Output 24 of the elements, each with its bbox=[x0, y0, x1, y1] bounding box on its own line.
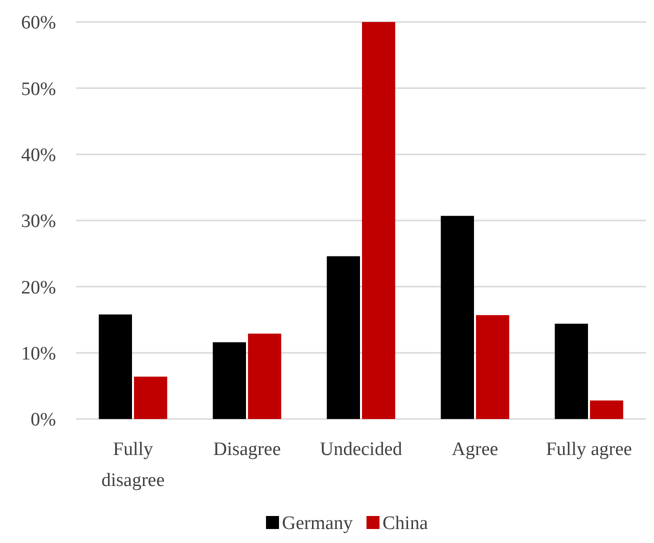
y-tick-label: 40% bbox=[21, 144, 56, 166]
x-tick-label: Disagree bbox=[213, 439, 281, 460]
bar bbox=[590, 400, 624, 419]
bar bbox=[248, 334, 282, 419]
bar bbox=[212, 342, 246, 419]
bar bbox=[476, 315, 510, 419]
y-tick-label: 60% bbox=[21, 12, 56, 34]
bar bbox=[98, 314, 132, 419]
x-tick-label: Fully agree bbox=[546, 439, 632, 460]
bar bbox=[362, 22, 396, 419]
y-tick-label: 30% bbox=[21, 211, 56, 232]
bar bbox=[134, 376, 168, 419]
x-tick-label: Agree bbox=[452, 439, 498, 460]
y-tick-label: 10% bbox=[21, 343, 56, 364]
y-tick-label: 20% bbox=[21, 277, 56, 298]
bar bbox=[554, 324, 588, 419]
legend-label: Germany bbox=[282, 513, 354, 534]
y-tick-label: 0% bbox=[30, 410, 56, 431]
x-tick-label: Undecided bbox=[320, 439, 403, 460]
y-tick-label: 50% bbox=[21, 78, 56, 100]
x-tick-label: Fully disagree bbox=[101, 439, 165, 491]
bar bbox=[440, 216, 474, 419]
legend-label: China bbox=[382, 513, 428, 534]
bar bbox=[326, 256, 360, 419]
